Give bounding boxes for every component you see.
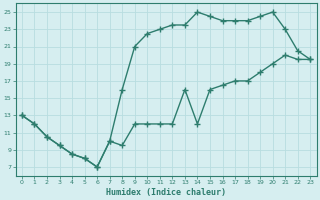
X-axis label: Humidex (Indice chaleur): Humidex (Indice chaleur) bbox=[106, 188, 226, 197]
